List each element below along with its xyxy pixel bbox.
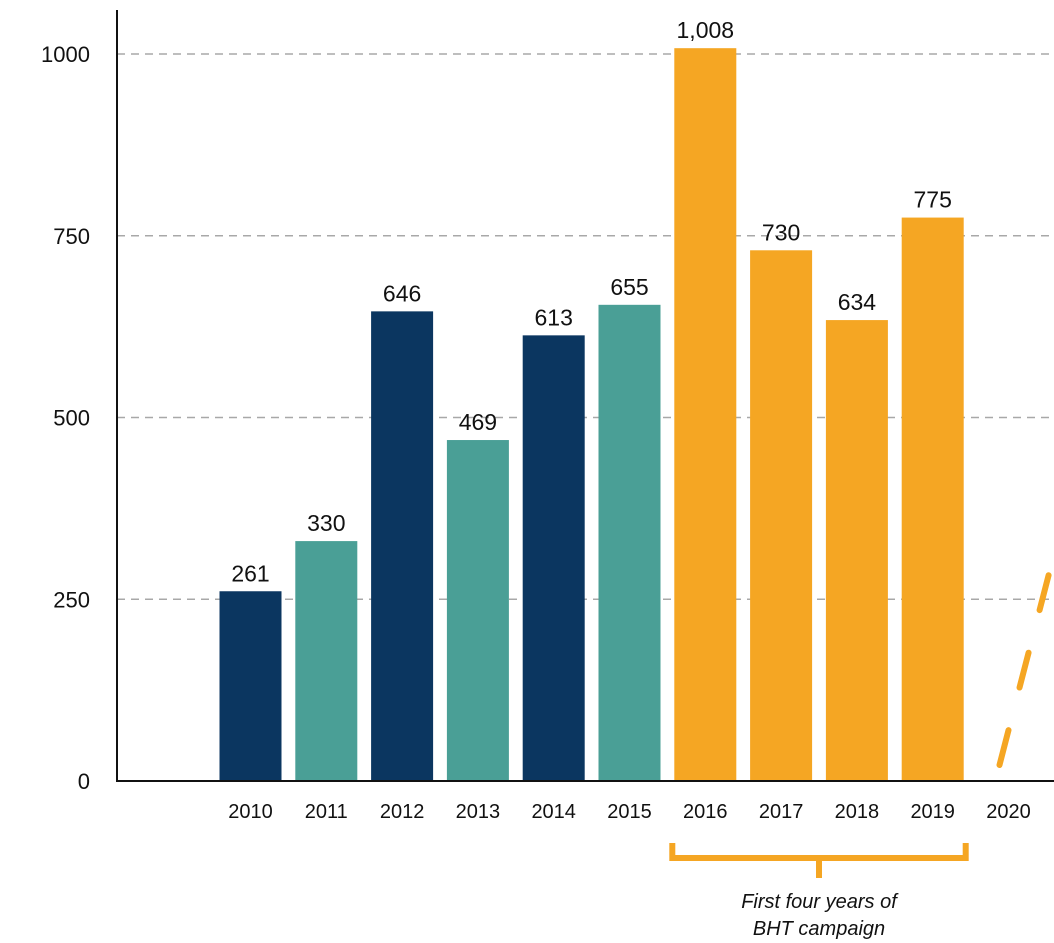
x-tick-label-2013: 2013 — [456, 801, 501, 823]
x-tick-label-2012: 2012 — [380, 801, 425, 823]
value-label-2013: 469 — [459, 409, 497, 435]
bar-2013 — [446, 440, 509, 781]
bar-2014 — [522, 335, 585, 781]
bar-2018 — [825, 320, 888, 781]
x-axis-ticks: 2010 2011 2012 2013 2014 2015 2016 2017 2018 2019… — [228, 801, 1031, 823]
x-tick-label-2017: 2017 — [759, 801, 804, 823]
bar-2017 — [750, 250, 813, 782]
value-label-2017: 730 — [762, 219, 800, 245]
bars — [219, 48, 964, 782]
y-tick-label: 750 — [53, 224, 90, 249]
bar-2015 — [598, 304, 661, 781]
value-labels: 261 330 646 469 613 655 1,008 730 634 775 — [231, 17, 952, 586]
x-tick-label-2016: 2016 — [683, 801, 728, 823]
trend-2020-line — [996, 542, 1054, 768]
value-label-2016: 1,008 — [677, 17, 735, 43]
bar-2019 — [901, 217, 964, 781]
value-label-2015: 655 — [610, 274, 648, 300]
bar-2012 — [371, 311, 434, 781]
bar-2010 — [219, 591, 282, 781]
x-tick-label-2015: 2015 — [607, 801, 652, 823]
x-tick-label-2011: 2011 — [305, 801, 348, 823]
annotation-line-2: BHT campaign — [753, 918, 885, 940]
campaign-bracket — [669, 843, 969, 878]
value-label-2012: 646 — [383, 280, 421, 306]
x-tick-label-2019: 2019 — [910, 801, 955, 823]
value-label-2018: 634 — [838, 289, 877, 315]
value-label-2019: 775 — [914, 187, 952, 213]
y-axis-ticks: 0 250 500 750 1000 — [41, 42, 90, 794]
value-label-2010: 261 — [231, 560, 269, 586]
bar-2016 — [674, 48, 737, 781]
bar-2011 — [295, 541, 358, 781]
x-tick-label-2020: 2020 — [986, 801, 1031, 823]
annotation-line-1: First four years of — [741, 891, 899, 913]
value-label-2011: 330 — [307, 510, 345, 536]
x-tick-label-2014: 2014 — [531, 801, 576, 823]
y-tick-label: 1000 — [41, 42, 90, 67]
x-tick-label-2010: 2010 — [228, 801, 273, 823]
value-label-2014: 613 — [535, 304, 573, 330]
y-tick-label: 250 — [53, 587, 90, 612]
y-tick-label: 500 — [53, 406, 90, 431]
y-tick-label: 0 — [78, 769, 90, 794]
x-tick-label-2018: 2018 — [835, 801, 880, 823]
trend-2020-dashed-line — [996, 542, 1054, 768]
